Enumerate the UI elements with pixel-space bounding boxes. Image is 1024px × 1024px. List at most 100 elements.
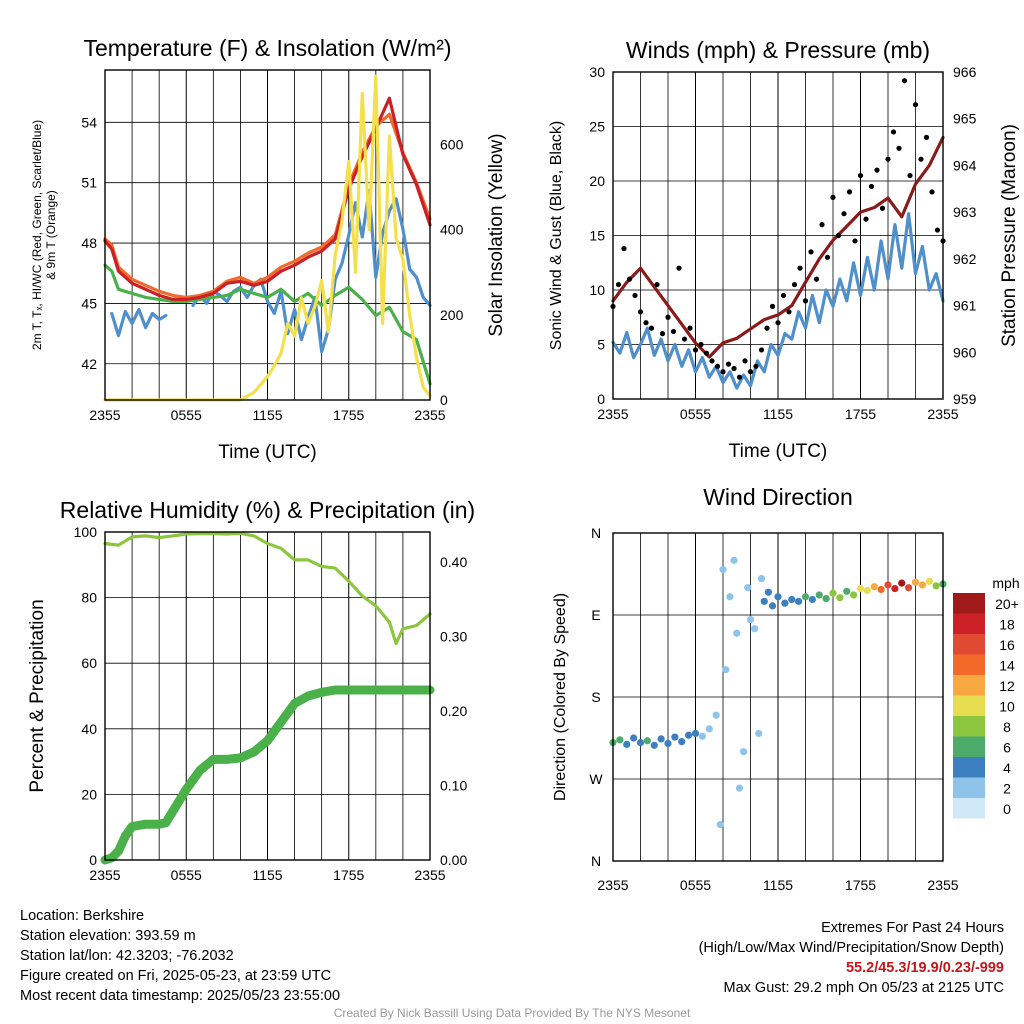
station-info: Location: Berkshire Station elevation: 3… (20, 906, 340, 1006)
wind-gust-point (929, 189, 935, 195)
dir-xtick-label: 0555 (680, 877, 711, 893)
wind-ytick-label: 25 (589, 119, 605, 135)
colorbar-swatch (953, 695, 985, 716)
wind-gust-point (912, 102, 919, 108)
dir-point (760, 597, 768, 605)
wind-ytick-label: 30 (589, 64, 605, 80)
rh-ytick-label: 20 (81, 786, 97, 802)
wind-gust-point (725, 361, 732, 367)
wind-xtick-label: 1155 (763, 406, 793, 422)
wind-gust-point (841, 211, 847, 217)
colorbar-label: 6 (1003, 740, 1011, 756)
dir-point (746, 615, 755, 624)
temp-y2tick-label: 400 (440, 222, 464, 238)
extremes-panel: Extremes For Past 24 Hours (High/Low/Max… (699, 918, 1004, 998)
extremes-heading: Extremes For Past 24 Hours (821, 920, 1004, 936)
dir-point (616, 736, 624, 744)
temp-panel (103, 69, 432, 402)
dir-point (898, 579, 906, 587)
dir-point (636, 738, 645, 747)
dir-point (774, 593, 782, 601)
dir-point (932, 582, 940, 590)
wind-gust-point (753, 363, 759, 369)
dir-ytick-label: E (591, 607, 600, 623)
temp-frame (104, 69, 431, 401)
wind-gust-point (720, 369, 726, 375)
dir-point (719, 565, 727, 574)
dir-point (730, 556, 738, 564)
temp-xtick-label: 2355 (414, 407, 445, 423)
dir-point (671, 733, 679, 741)
wind-gust-point (907, 172, 913, 179)
wind-gust-point (659, 331, 666, 337)
rh-y2tick-label: 0.40 (440, 554, 467, 570)
dir-point (870, 583, 878, 591)
wind-y2label: Station Pressure (Maroon) (999, 124, 1020, 347)
rh-ytick-label: 40 (81, 721, 97, 737)
dir-point (905, 584, 913, 592)
dir-point (788, 595, 796, 604)
wind-gust-point (648, 325, 655, 331)
colorbar-swatch (953, 654, 985, 675)
wind-y2tick-label: 961 (953, 298, 977, 314)
dir-point (843, 587, 851, 595)
dir-point (740, 748, 748, 756)
wind-gust-point (676, 265, 682, 271)
colorbar-label: 16 (999, 637, 1015, 653)
wind-ytick-label: 5 (597, 337, 605, 353)
dir-point (877, 585, 885, 594)
wind-y2tick-label: 965 (953, 111, 977, 127)
wind-y2tick-label: 964 (953, 157, 977, 173)
rh-y2tick-label: 0.30 (440, 628, 467, 644)
wind-gust-point (780, 292, 787, 299)
dir-point (911, 578, 920, 586)
dir-point (623, 740, 631, 748)
temp-ytick-label: 45 (81, 295, 97, 311)
dir-point (685, 731, 693, 739)
temp-xtick-label: 1155 (252, 407, 282, 423)
figure-created: Figure created on Fri, 2025-05-23, at 23… (20, 968, 332, 984)
dir-point (925, 577, 933, 585)
rh-y2tick-label: 0.10 (440, 777, 467, 793)
temp-ytick-label: 54 (81, 114, 97, 130)
wind-gust-point (797, 265, 803, 271)
wind-series-1 (611, 135, 945, 359)
wind-gust-point (736, 374, 743, 380)
dir-point (726, 593, 734, 601)
wind-xlabel: Time (UTC) (729, 441, 828, 462)
rh-y2tick-label: 0.20 (440, 703, 467, 719)
wind-gust-point (747, 369, 754, 375)
temp-ylabel: 2m T, Tₓ, HI/WC (Red, Green, Scarlet/Blu… (30, 120, 44, 350)
wind-gust-point (615, 281, 622, 288)
rh-xtick-label: 1155 (252, 867, 282, 883)
temp-y2tick-label: 200 (440, 307, 464, 323)
dir-point (698, 732, 706, 740)
dir-xtick-label: 2355 (927, 877, 958, 893)
wind-xtick-label: 2355 (597, 406, 628, 422)
rh-ylabel: Percent & Precipitation (27, 599, 48, 792)
dir-point (768, 602, 777, 610)
wind-gust-point (819, 222, 825, 228)
dir-ylabel: Direction (Colored By Speed) (552, 593, 569, 801)
rh-panel (100, 531, 435, 865)
wind-gust-point (632, 292, 638, 299)
dir-point (808, 595, 816, 604)
colorbar-swatch (953, 798, 985, 819)
temp-title: Temperature (F) & Insolation (W/m²) (83, 35, 451, 61)
wind-gust-point (709, 358, 715, 364)
dir-point (735, 784, 744, 792)
wind-ytick-label: 20 (589, 173, 605, 189)
wind-y2tick-label: 966 (953, 64, 977, 80)
wind-series-0 (611, 212, 945, 390)
dir-point (751, 625, 759, 633)
colorbar-label: 2 (1003, 781, 1011, 797)
wind-y2tick-label: 963 (953, 204, 977, 220)
dir-point (716, 820, 724, 829)
wind-ytick-label: 15 (589, 228, 605, 244)
dir-point (836, 594, 844, 602)
rh-series-1 (100, 685, 435, 865)
wind-gust-point (764, 325, 770, 331)
dir-point (829, 589, 837, 597)
dir-point (822, 595, 830, 603)
dir-title: Wind Direction (703, 484, 853, 510)
